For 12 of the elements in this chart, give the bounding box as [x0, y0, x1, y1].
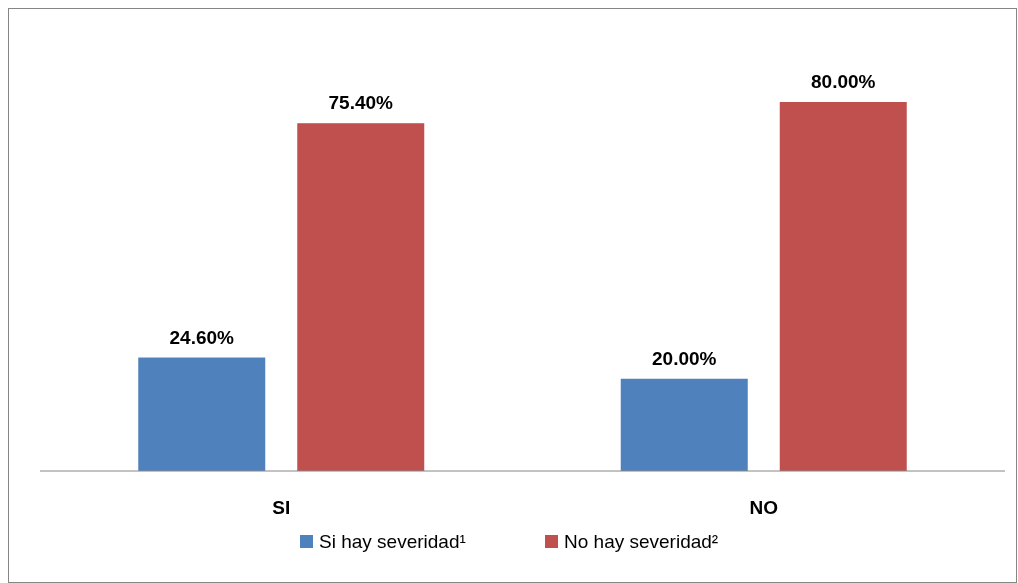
bar	[297, 123, 425, 471]
x-tick-label: NO	[749, 497, 778, 518]
data-label: 80.00%	[811, 71, 876, 92]
bar	[779, 102, 907, 471]
bar	[138, 357, 266, 471]
legend-label: Si hay severidad¹	[319, 531, 466, 552]
data-label: 75.40%	[328, 92, 394, 114]
data-label: 20.00%	[652, 347, 717, 369]
x-tick-label: SI	[272, 497, 291, 518]
bar	[620, 378, 748, 471]
data-label: 24.60%	[169, 326, 235, 348]
legend-label: No hay severidad²	[564, 531, 719, 552]
